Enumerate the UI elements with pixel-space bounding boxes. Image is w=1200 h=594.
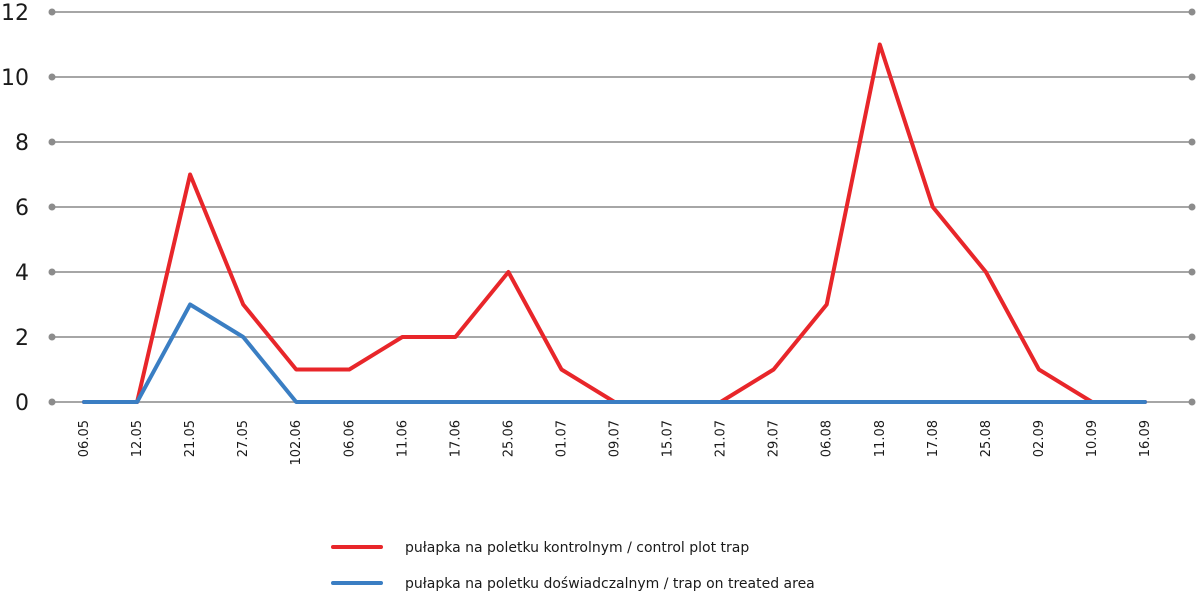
x-tick-label: 12.05 [130,420,145,457]
y-tick-label: 0 [15,391,29,416]
gridline-end-dot [1188,203,1196,211]
x-axis-ticks: 06.05 12.05 21.05 27.05 102.06 06.06 11.06 17.0… [77,420,1153,466]
y-tick-label: 4 [15,261,29,286]
x-tick-label: 25.08 [979,420,994,457]
y-tick-label: 10 [1,66,29,91]
gridline-end-dot [48,8,56,16]
y-tick-label: 6 [15,196,29,221]
x-tick-label: 29.07 [767,420,782,457]
gridline-end-dot [48,398,56,406]
gridline-end-dot [1188,333,1196,341]
x-tick-label: 06.05 [77,420,92,457]
x-tick-label: 17.06 [448,420,463,457]
x-tick-label: 09.07 [608,420,623,457]
x-tick-label: 27.05 [236,420,251,457]
series-line-2 [82,302,1147,404]
legend-label: pułapka na poletku doświadczalnym / trap… [405,576,815,592]
x-tick-label: 11.06 [395,420,410,457]
x-tick-label: 01.07 [554,420,569,457]
y-axis-ticks: 0 2 4 6 8 10 12 [1,1,29,416]
gridline-end-dot [48,138,56,146]
x-tick-label: 11.08 [873,420,888,457]
y-tick-label: 2 [15,326,29,351]
x-tick-label: 21.07 [714,420,729,457]
gridline-end-dot [48,268,56,276]
legend: pułapka na poletku kontrolnym / control … [331,540,815,592]
x-tick-label: 02.09 [1032,420,1047,457]
x-tick-label: 06.08 [820,420,835,457]
gridline-end-dot [48,203,56,211]
gridline-end-dot [1188,8,1196,16]
y-tick-label: 8 [15,131,29,156]
x-tick-label: 21.05 [183,420,198,457]
gridline-end-dot [1188,73,1196,81]
x-tick-label: 06.06 [342,420,357,457]
gridlines [48,8,1196,406]
gridline-end-dot [1188,138,1196,146]
series-lines [82,42,1147,404]
series-line-1 [82,42,1147,404]
y-tick-label: 12 [1,1,29,26]
x-tick-label: 17.08 [926,420,941,457]
x-tick-label: 16.09 [1138,420,1153,457]
gridline-end-dot [48,73,56,81]
x-tick-label: 25.06 [501,420,516,457]
gridline-end-dot [48,333,56,341]
gridline-end-dot [1188,268,1196,276]
gridline-end-dot [1188,398,1196,406]
x-tick-label: 102.06 [289,420,304,466]
x-tick-label: 15.07 [661,420,676,457]
legend-label: pułapka na poletku kontrolnym / control … [405,540,749,556]
x-tick-label: 10.09 [1085,420,1100,457]
